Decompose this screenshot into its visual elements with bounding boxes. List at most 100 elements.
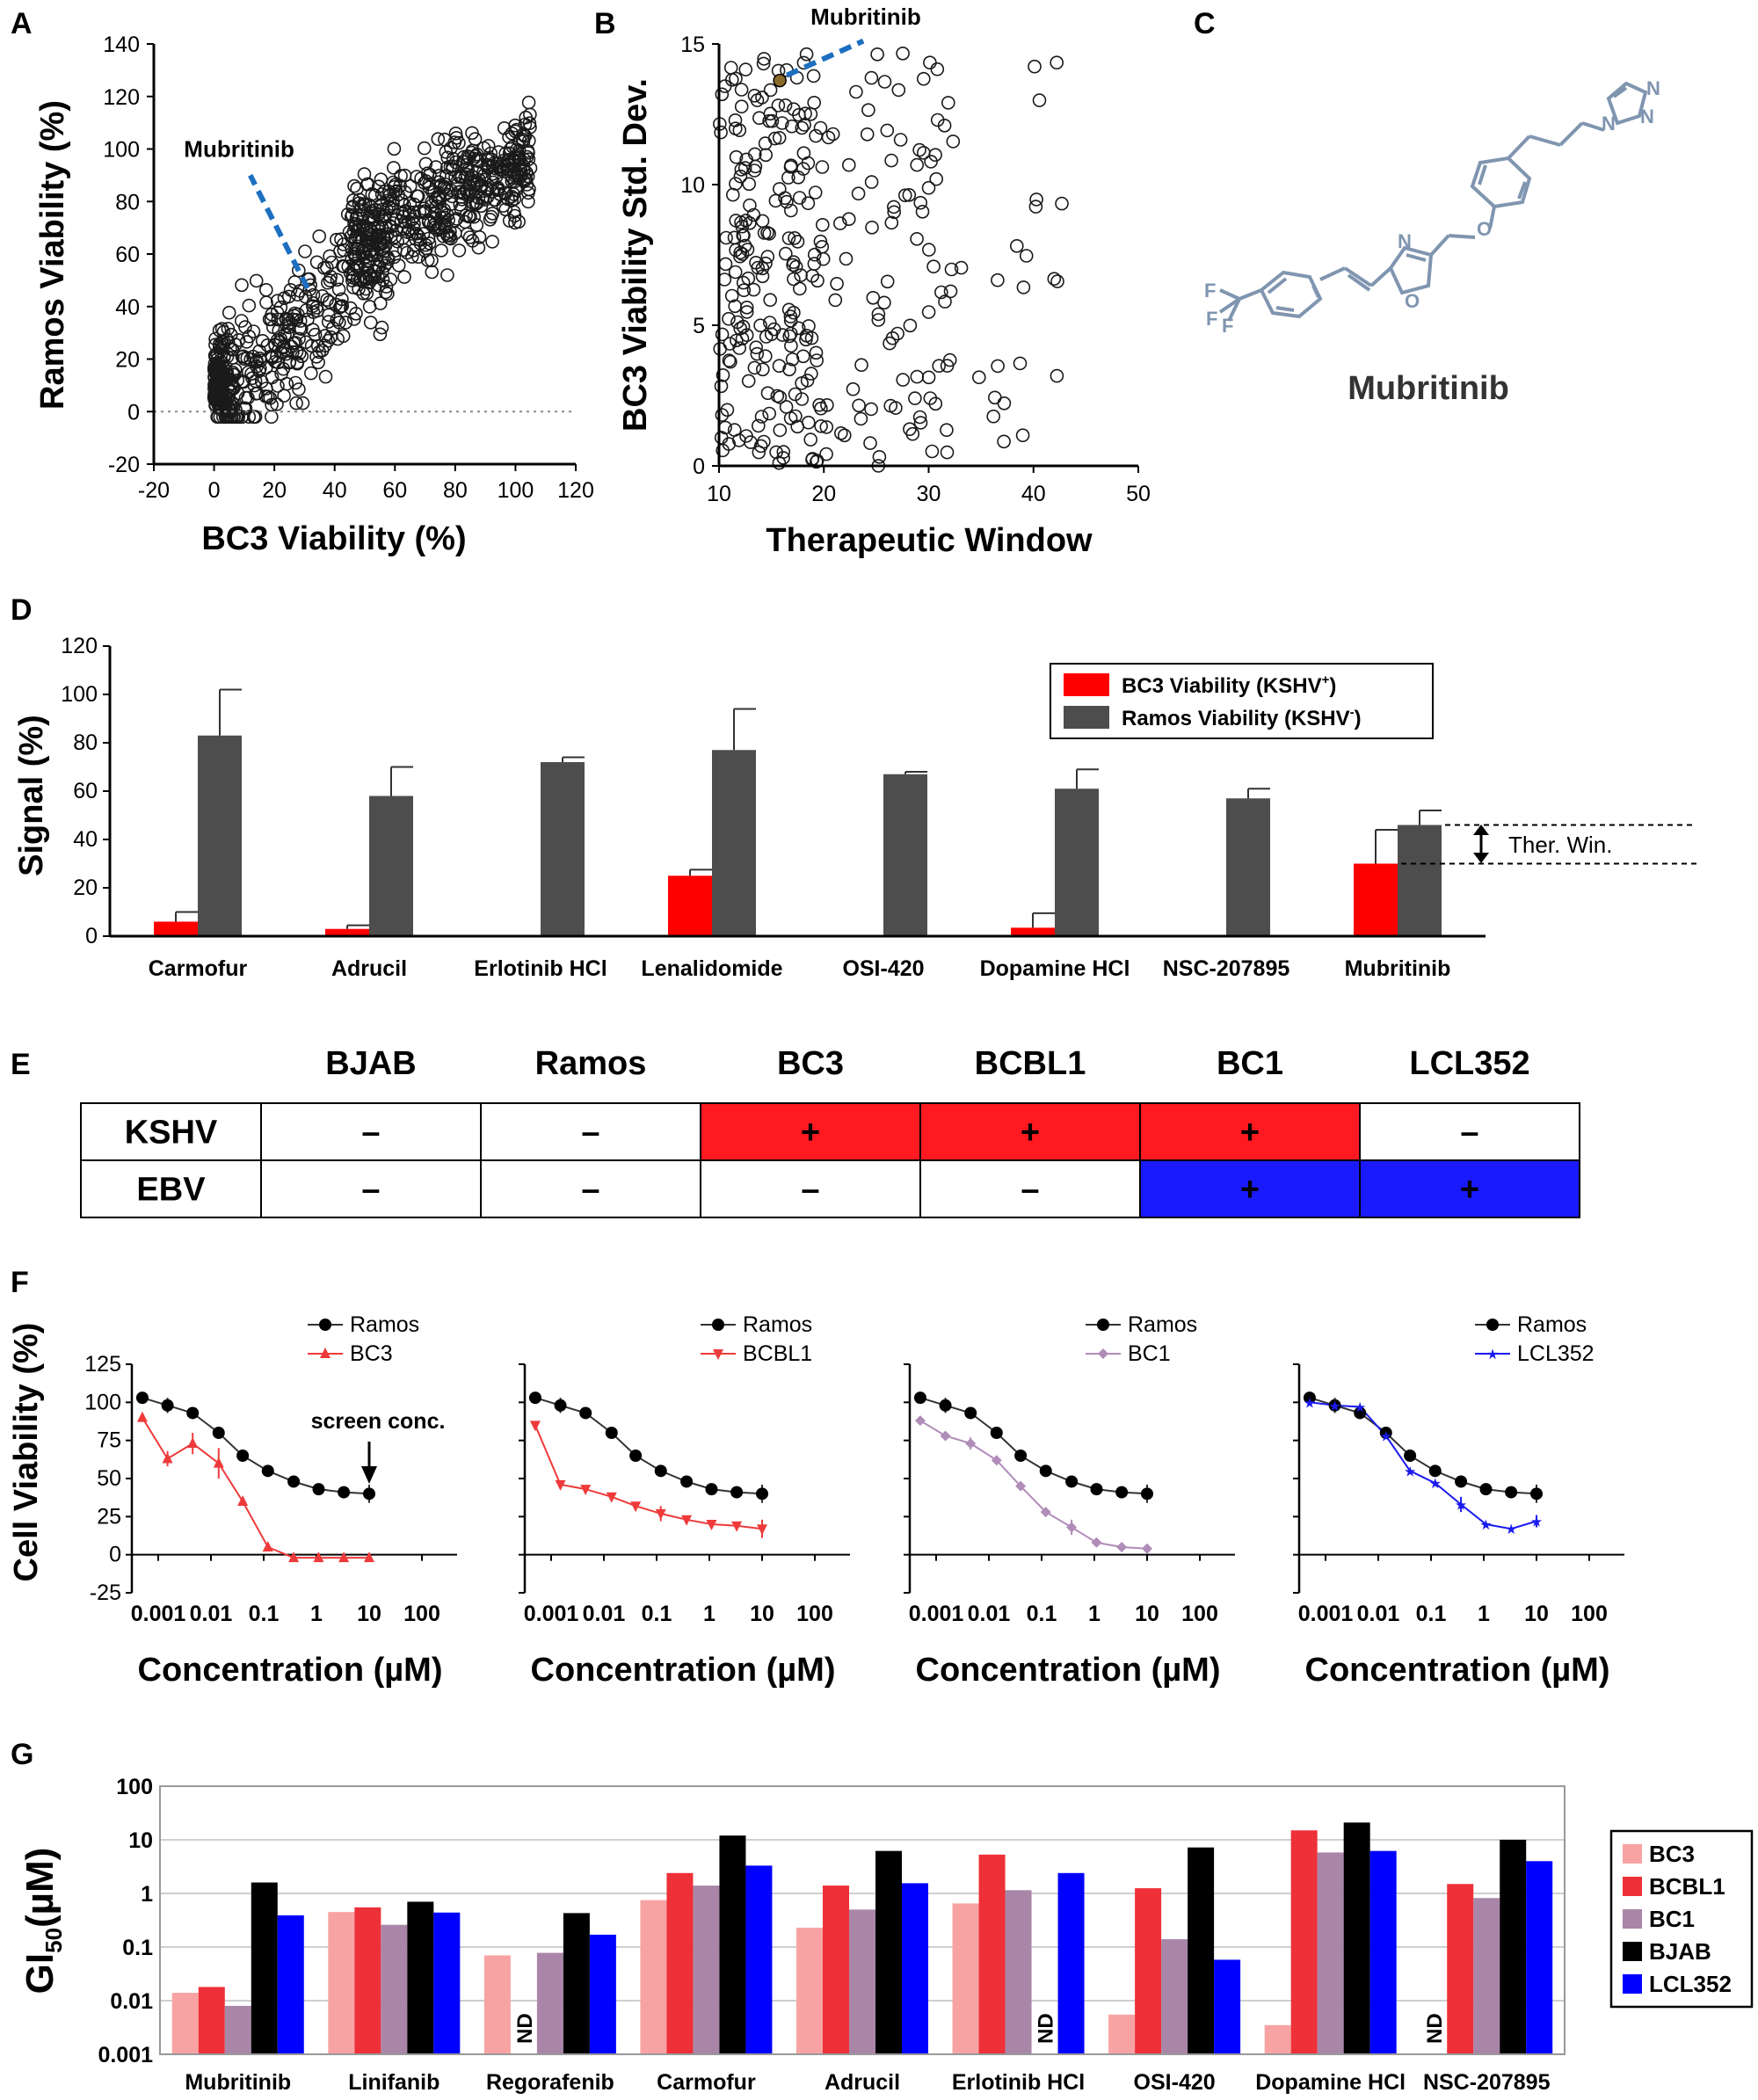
data-point	[334, 232, 348, 247]
data-point	[498, 202, 513, 217]
cell-value: –	[581, 1172, 599, 1209]
ramos-point	[1428, 1464, 1442, 1478]
legend: BC3 Viability (KSHV+) Ramos Viability (K…	[1050, 663, 1434, 739]
screen-concentration-label: screen conc.	[311, 1409, 446, 1434]
data-point	[854, 411, 868, 426]
y-axis-label: Signal (%)	[13, 715, 50, 876]
data-point	[725, 187, 740, 202]
bc1-point	[1040, 1507, 1051, 1518]
data-point	[871, 307, 886, 322]
atom-label: F	[1222, 315, 1233, 337]
data-point	[437, 220, 452, 235]
data-point	[898, 188, 912, 202]
data-point	[425, 265, 440, 280]
data-point	[1050, 368, 1064, 383]
x-tick-label: 0.001	[909, 1602, 964, 1626]
data-point	[469, 218, 484, 232]
x-axis-label: Therapeutic Window	[766, 522, 1093, 559]
arrow-head-up	[1473, 825, 1489, 835]
data-point	[452, 135, 466, 150]
data-point	[837, 428, 852, 443]
data-point	[474, 199, 489, 214]
data-point	[864, 175, 879, 189]
atom-label: N	[1646, 77, 1660, 99]
ramos-point	[1379, 1427, 1392, 1439]
ramos-point	[680, 1475, 694, 1488]
structure-atom-labels: F F F N O O N N N	[1204, 77, 1660, 337]
x-tick-label: 1	[310, 1602, 323, 1626]
data-point	[885, 331, 900, 345]
data-point	[403, 196, 418, 211]
data-point	[521, 95, 536, 110]
data-point	[390, 234, 405, 249]
category-label: Lenalidomide	[641, 956, 782, 981]
data-point	[798, 106, 812, 120]
bar-bcbl1	[354, 1907, 381, 2054]
data-point	[727, 230, 742, 245]
lcl352-point: ★	[1328, 1399, 1340, 1414]
data-point	[747, 360, 762, 375]
data-point	[323, 330, 338, 345]
y-tick-label: 80	[115, 190, 140, 214]
ramos-point	[161, 1399, 174, 1412]
panel-letter-a: A	[11, 7, 33, 40]
data-point	[351, 242, 366, 256]
data-point	[722, 353, 737, 367]
data-point	[774, 116, 789, 130]
data-point	[396, 243, 411, 258]
x-tick-label: 100	[403, 1602, 440, 1626]
data-point	[255, 333, 270, 348]
data-point	[729, 149, 744, 164]
data-point	[447, 214, 462, 228]
data-point	[893, 133, 908, 147]
data-point	[471, 240, 486, 255]
data-point	[912, 142, 926, 157]
bar-bjab	[1500, 1840, 1527, 2054]
data-point	[747, 163, 762, 178]
data-point	[750, 346, 765, 361]
ramos-point	[1455, 1475, 1468, 1488]
y-tick-label: 80	[73, 730, 98, 755]
ramos-point	[135, 1392, 149, 1405]
cell-value: +	[801, 1115, 820, 1152]
data-point	[446, 162, 460, 177]
data-point	[1010, 238, 1024, 253]
bc3-point	[262, 1541, 273, 1551]
x-tick-label: 120	[557, 478, 594, 503]
bcbl1-fit-curve	[534, 1424, 763, 1530]
table-cell	[919, 1159, 1141, 1218]
ramos-fit-curve	[142, 1397, 370, 1495]
data-point	[915, 205, 930, 219]
category-label: OSI-420	[1134, 2070, 1216, 2095]
x-tick-label: 0.001	[131, 1602, 186, 1626]
y-tick-label: 15	[680, 33, 705, 57]
bar-bc3	[796, 1927, 823, 2054]
x-tick-label: 10	[750, 1602, 774, 1626]
data-point	[809, 128, 823, 143]
panel-letter-f: F	[11, 1266, 29, 1299]
ramos-point	[1303, 1392, 1316, 1405]
category-label: Mubritinib	[1345, 956, 1451, 981]
data-point	[381, 287, 395, 302]
data-point	[792, 191, 807, 205]
data-point	[286, 345, 300, 360]
data-point	[235, 350, 250, 364]
data-point	[338, 316, 353, 330]
ramos-point	[236, 1450, 250, 1462]
data-point	[784, 119, 799, 134]
data-point	[346, 193, 360, 207]
data-point	[765, 113, 780, 128]
y-tick-label: 120	[103, 85, 140, 110]
data-point	[444, 197, 459, 211]
data-point	[295, 396, 310, 411]
bar-bcbl1	[978, 1854, 1006, 2054]
data-point	[922, 243, 936, 257]
data-point	[249, 273, 264, 288]
data-point	[315, 288, 330, 303]
data-point	[357, 167, 372, 181]
category-label: NSC-207895	[1423, 2070, 1551, 2095]
data-point	[743, 216, 757, 230]
data-point	[1028, 200, 1043, 214]
cell-value: +	[1021, 1115, 1040, 1152]
